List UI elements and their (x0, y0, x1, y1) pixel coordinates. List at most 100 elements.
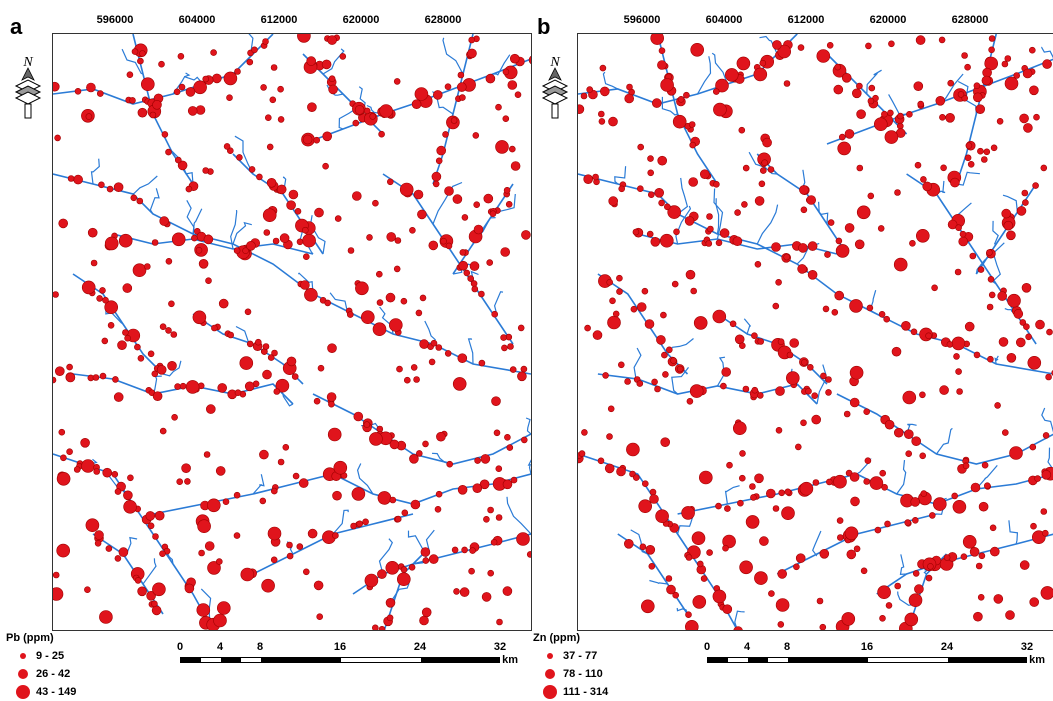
sample-point (911, 497, 920, 506)
sample-point (95, 540, 101, 546)
sample-point (508, 81, 517, 90)
sample-point (150, 112, 156, 118)
sample-point (420, 295, 426, 301)
sample-point (598, 111, 604, 117)
sample-point (1022, 200, 1028, 206)
sample-point (609, 117, 618, 126)
sample-dot-large (543, 685, 557, 699)
sample-point (918, 101, 924, 107)
sample-point (268, 527, 281, 540)
sample-point (778, 621, 784, 627)
sample-point (806, 388, 812, 394)
sample-point (277, 185, 286, 194)
sample-point (352, 487, 365, 500)
sample-point (172, 233, 185, 246)
sample-point (317, 614, 323, 620)
sample-point (844, 411, 850, 417)
stream-line (993, 221, 998, 244)
sample-point (182, 464, 191, 473)
sample-point (895, 190, 901, 196)
sample-point (55, 367, 64, 376)
sample-point (234, 492, 240, 498)
sample-point (379, 131, 385, 137)
panel-label: b (537, 14, 550, 40)
sample-point (431, 340, 437, 346)
map-canvas (53, 34, 531, 630)
sample-point (892, 347, 901, 356)
sample-point (57, 544, 70, 557)
sample-point (914, 82, 923, 91)
sample-point (387, 232, 396, 241)
sample-point (510, 54, 519, 63)
sample-point (416, 450, 422, 456)
sample-point (652, 379, 658, 385)
sample-point (1035, 476, 1041, 482)
sample-point (864, 409, 870, 415)
sample-point (102, 338, 108, 344)
sample-point (435, 506, 441, 512)
sample-point (353, 120, 359, 126)
sample-point (650, 495, 659, 504)
sample-point (691, 43, 704, 56)
stream-line (698, 56, 711, 94)
sample-dot-large (16, 685, 30, 699)
sample-point (982, 462, 988, 468)
sample-point (325, 300, 331, 306)
sample-point (508, 344, 514, 350)
sample-point (659, 200, 665, 206)
sample-point (132, 49, 138, 55)
sample-point (1041, 165, 1047, 171)
sample-point (633, 229, 639, 235)
sample-point (723, 605, 732, 614)
sample-point (648, 170, 654, 176)
sample-point (414, 190, 423, 199)
sample-point (988, 276, 994, 282)
sample-point (667, 585, 676, 594)
sample-point (91, 260, 97, 266)
sample-point (218, 383, 227, 392)
sample-point (135, 577, 141, 583)
sample-point (245, 382, 254, 391)
sample-point (605, 464, 614, 473)
sample-point (488, 570, 494, 576)
sample-point (879, 311, 885, 317)
sample-point (707, 226, 713, 232)
sample-point (503, 116, 509, 122)
sample-point (864, 479, 870, 485)
sample-point (895, 583, 901, 589)
sample-point (812, 415, 821, 424)
sample-point (713, 103, 726, 116)
sample-point (433, 181, 439, 187)
sample-point (323, 132, 332, 141)
sample-point (247, 59, 253, 65)
sample-point (800, 482, 813, 495)
sample-point (138, 355, 144, 361)
sample-point (191, 235, 197, 241)
x-tick-label: 596000 (97, 14, 134, 26)
stream-line (901, 554, 907, 574)
sample-point (267, 144, 273, 150)
sample-point (640, 544, 646, 550)
sample-point (989, 36, 995, 42)
sample-point (648, 156, 654, 162)
sample-point (720, 383, 726, 389)
sample-point (713, 310, 726, 323)
sample-point (122, 330, 128, 336)
sample-point (212, 74, 221, 83)
sample-point (329, 85, 338, 94)
sample-point (650, 489, 656, 495)
sample-point (946, 113, 955, 122)
sample-point (661, 438, 670, 447)
sample-point (1029, 47, 1035, 53)
sample-point (693, 595, 706, 608)
sample-point (264, 230, 270, 236)
sample-point (363, 519, 369, 525)
sample-point (760, 168, 766, 174)
sample-point (807, 364, 813, 370)
sample-point (941, 165, 947, 171)
sample-point (386, 561, 399, 574)
legend-label: 43 - 149 (36, 686, 76, 698)
sample-point (390, 440, 399, 449)
x-tick-label: 604000 (179, 14, 216, 26)
sample-point (694, 316, 707, 329)
